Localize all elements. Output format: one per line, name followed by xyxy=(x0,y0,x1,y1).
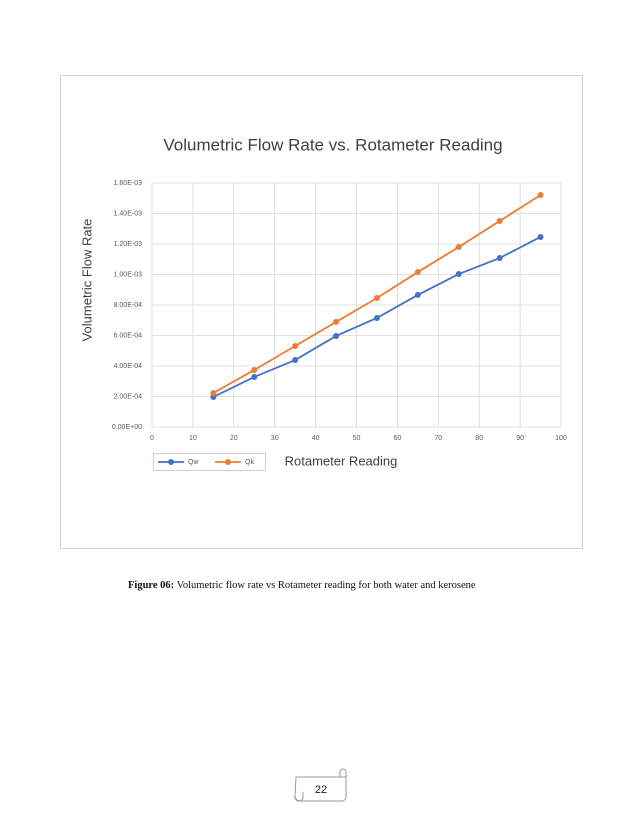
x-tick-label: 80 xyxy=(475,435,483,442)
y-tick-label: 6.00E-04 xyxy=(114,332,143,339)
data-point xyxy=(414,291,421,298)
data-point xyxy=(251,373,258,380)
y-tick-label: 2.00E-04 xyxy=(114,393,143,400)
data-point xyxy=(496,217,503,224)
x-tick-label: 90 xyxy=(516,435,524,442)
y-tick-label: 0.00E+00 xyxy=(112,424,142,431)
data-point xyxy=(373,314,380,321)
data-point xyxy=(333,332,340,339)
legend-marker xyxy=(225,459,231,465)
y-tick-label: 1.40E-03 xyxy=(114,210,143,217)
legend-label: Qw xyxy=(188,459,199,466)
chart-frame xyxy=(60,75,583,549)
data-point xyxy=(496,255,503,262)
legend-label: Qk xyxy=(245,459,254,466)
x-tick-label: 20 xyxy=(230,435,238,442)
y-tick-label: 1.20E-03 xyxy=(114,241,143,248)
page-number: 22 xyxy=(315,784,327,796)
data-point xyxy=(210,389,217,396)
x-tick-label: 60 xyxy=(394,435,402,442)
data-point xyxy=(251,366,258,373)
x-tick-label: 70 xyxy=(434,435,442,442)
data-point xyxy=(537,233,544,240)
y-tick-label: 1.60E-03 xyxy=(114,180,143,187)
data-point xyxy=(455,244,462,251)
y-axis-label: Volumetric Flow Rate xyxy=(79,219,94,342)
x-tick-label: 0 xyxy=(150,435,154,442)
x-tick-label: 10 xyxy=(189,435,197,442)
y-tick-label: 4.00E-04 xyxy=(114,363,143,370)
data-point xyxy=(455,271,462,278)
y-tick-label: 1.00E-03 xyxy=(114,271,143,278)
data-point xyxy=(292,343,299,350)
y-tick-label: 8.00E-04 xyxy=(114,302,143,309)
figure-caption: Figure 06: Volumetric flow rate vs Rotam… xyxy=(128,580,476,591)
caption-text: Volumetric flow rate vs Rotameter readin… xyxy=(176,580,476,591)
data-point xyxy=(292,357,299,364)
data-point xyxy=(373,294,380,301)
x-tick-label: 30 xyxy=(271,435,279,442)
x-axis-label: Rotameter Reading xyxy=(285,453,398,468)
data-point xyxy=(333,318,340,325)
data-point xyxy=(414,269,421,276)
x-tick-label: 40 xyxy=(312,435,320,442)
legend-box xyxy=(153,453,266,471)
data-point xyxy=(537,192,544,199)
chart-title: Volumetric Flow Rate vs. Rotameter Readi… xyxy=(163,135,502,154)
x-tick-label: 50 xyxy=(353,435,361,442)
x-tick-label: 100 xyxy=(555,435,567,442)
caption-label: Figure 06: xyxy=(128,580,175,591)
legend-marker xyxy=(168,459,174,465)
scroll-curl xyxy=(294,768,347,802)
